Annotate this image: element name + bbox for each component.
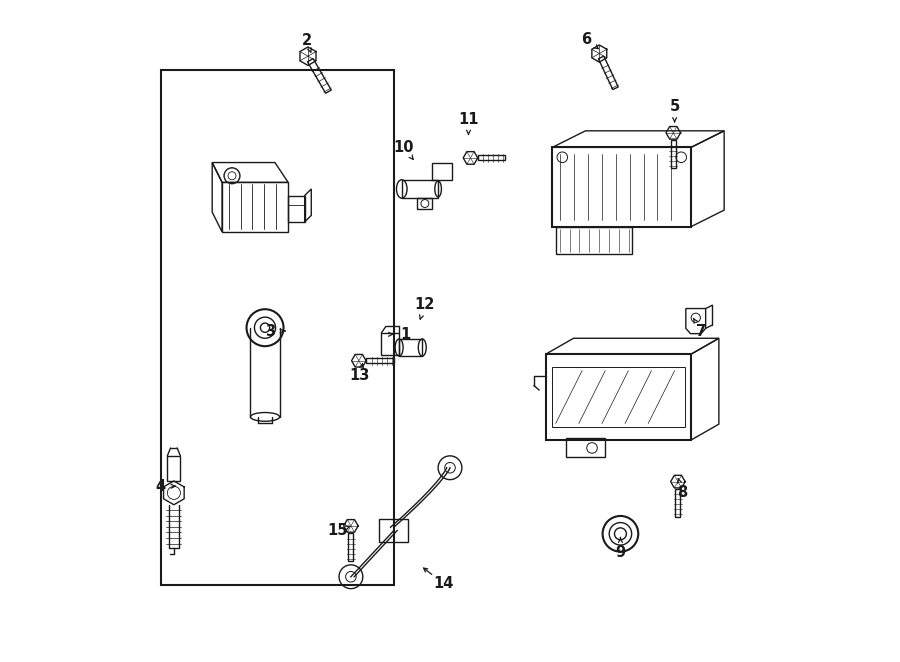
Bar: [555, 226, 632, 254]
Bar: [379, 519, 409, 542]
Bar: [167, 456, 180, 481]
Text: 12: 12: [415, 297, 435, 312]
Bar: [565, 438, 605, 457]
Text: 3: 3: [266, 324, 275, 338]
Bar: [401, 179, 438, 198]
Text: 1: 1: [400, 327, 410, 342]
Text: 2: 2: [302, 33, 311, 48]
Text: 6: 6: [581, 32, 591, 46]
Bar: [161, 70, 394, 585]
Text: 15: 15: [328, 523, 348, 538]
Text: 9: 9: [616, 545, 625, 560]
Bar: [399, 339, 422, 356]
Text: 4: 4: [156, 479, 166, 494]
Bar: [553, 367, 685, 427]
Text: 10: 10: [393, 140, 414, 155]
Text: 8: 8: [678, 485, 688, 500]
Text: 14: 14: [433, 576, 454, 591]
Text: 5: 5: [670, 99, 680, 114]
Text: 11: 11: [458, 112, 479, 127]
Text: 7: 7: [696, 324, 706, 338]
Text: 13: 13: [349, 369, 370, 383]
